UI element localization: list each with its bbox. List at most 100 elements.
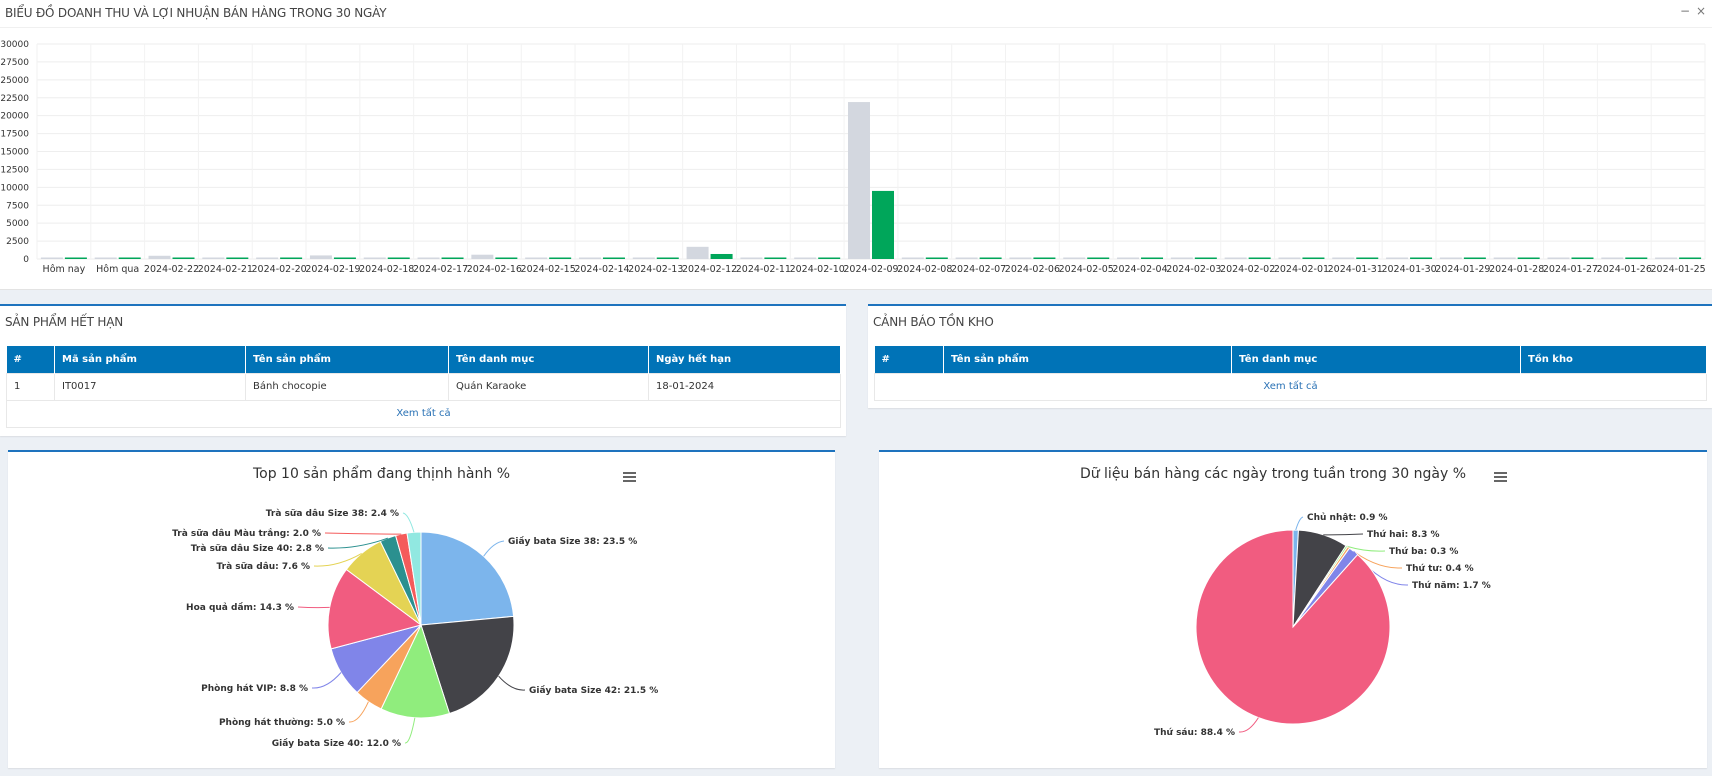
y-tick-label: 2500	[6, 237, 29, 247]
table-footer-row: Xem tất cả	[874, 372, 1707, 401]
bar	[1547, 257, 1570, 259]
pie-connector	[1238, 717, 1259, 733]
x-tick-label: 2024-02-22	[144, 264, 199, 275]
bar	[417, 257, 440, 259]
pie-slice	[1195, 529, 1391, 725]
view-all-stock-link[interactable]: Xem tất cả	[1263, 381, 1318, 392]
bar	[1224, 257, 1247, 259]
bar	[1170, 257, 1193, 259]
y-tick-label: 22500	[0, 94, 29, 104]
bar	[226, 257, 249, 259]
pie-connector	[498, 675, 526, 691]
pie-label: Phòng hát VIP: 8.8 %	[201, 683, 308, 694]
bar	[740, 257, 763, 259]
pie-label: Trà sữa dâu Màu trắng: 2.0 %	[172, 528, 321, 539]
x-tick-label: 2024-02-03	[1166, 264, 1221, 275]
x-tick-label: 2024-01-31	[1328, 264, 1383, 275]
bar	[686, 246, 709, 259]
column-header: Mã sản phẩm	[54, 346, 246, 373]
bar	[40, 257, 63, 259]
bar	[1439, 257, 1462, 259]
expired-products-box: SẢN PHẨM HẾT HẠN # Mã sản phẩm Tên sản p…	[0, 304, 846, 436]
bar	[1141, 257, 1164, 259]
pie-label: Trà sữa dâu: 7.6 %	[216, 562, 310, 572]
x-tick-label: 2024-02-07	[951, 264, 1006, 275]
bar	[1655, 257, 1678, 259]
chart-menu-icon[interactable]	[1494, 472, 1507, 483]
bar	[471, 254, 494, 259]
pie-label: Giầy bata Size 42: 21.5 %	[529, 685, 658, 696]
pie-slice	[327, 568, 423, 650]
x-tick-label: 2024-01-28	[1489, 264, 1544, 275]
table-header-row: # Tên sản phẩm Tên danh mục Tồn kho	[874, 346, 1707, 373]
bar	[1194, 257, 1217, 259]
view-all-expired-link[interactable]: Xem tất cả	[396, 408, 451, 419]
pie-connector	[324, 532, 402, 535]
x-tick-label: 2024-02-01	[1274, 264, 1329, 275]
bar	[256, 257, 279, 259]
pie-connector	[483, 540, 505, 557]
pie-label: Thứ tư: 0.4 %	[1406, 564, 1474, 574]
bar	[363, 257, 386, 259]
pie-connector	[297, 606, 330, 609]
column-header: Tồn kho	[1520, 346, 1707, 373]
close-button[interactable]: ×	[1695, 4, 1706, 18]
stock-warning-table: # Tên sản phẩm Tên danh mục Tồn kho Xem …	[874, 346, 1707, 401]
top-products-pie-box: Top 10 sản phẩm đang thịnh hành % Giầy b…	[8, 450, 835, 768]
bar	[1087, 257, 1110, 259]
x-tick-label: 2024-02-02	[1220, 264, 1275, 275]
bar	[1332, 257, 1355, 259]
footer-cell: Xem tất cả	[6, 399, 841, 428]
bar	[1356, 257, 1379, 259]
column-header: #	[6, 346, 55, 373]
x-tick-label: 2024-02-05	[1059, 264, 1114, 275]
pie-label: Giầy bata Size 38: 23.5 %	[508, 536, 637, 547]
chart-menu-icon[interactable]	[623, 472, 636, 483]
bar	[872, 190, 894, 259]
stock-warning-title: CẢNH BÁO TỒN KHO	[873, 315, 994, 329]
pie-slice	[420, 531, 515, 626]
column-header: Tên danh mục	[448, 346, 649, 373]
bar	[1410, 257, 1433, 259]
y-tick-label: 30000	[0, 40, 29, 50]
minimize-button[interactable]: −	[1679, 4, 1690, 18]
pie-connector	[402, 512, 415, 533]
y-tick-label: 10000	[0, 183, 29, 193]
pie-label: Thứ hai: 8.3 %	[1367, 530, 1439, 540]
y-tick-label: 7500	[6, 201, 29, 211]
bar	[1625, 257, 1648, 259]
bar	[1493, 257, 1516, 259]
bar	[64, 257, 87, 259]
pie-connector	[313, 552, 362, 567]
table-cell: 1	[6, 372, 55, 401]
x-tick-label: 2024-02-11	[736, 264, 791, 275]
x-tick-label: 2024-01-26	[1597, 264, 1652, 275]
pie-connector	[1323, 533, 1364, 536]
column-header: Tên sản phẩm	[943, 346, 1232, 373]
panel-header: BIỂU ĐỒ DOANH THU VÀ LỢI NHUẬN BÁN HÀNG …	[0, 0, 1712, 28]
footer-cell: Xem tất cả	[874, 372, 1707, 401]
bar	[495, 257, 518, 259]
pie-label: Thứ ba: 0.3 %	[1389, 547, 1458, 557]
x-tick-label: 2024-02-14	[574, 264, 629, 275]
pie-label: Thứ sáu: 88.4 %	[1154, 728, 1235, 738]
bar	[309, 255, 332, 259]
table-header-row: # Mã sản phẩm Tên sản phẩm Tên danh mục …	[6, 346, 841, 373]
bar	[148, 255, 171, 259]
x-tick-label: 2024-02-10	[790, 264, 845, 275]
x-tick-label: 2024-02-18	[359, 264, 414, 275]
table-cell: Bánh chocopie	[245, 372, 449, 401]
bar	[1517, 257, 1540, 259]
pie-label: Trà sữa dâu Size 38: 2.4 %	[266, 509, 399, 519]
x-tick-label: 2024-02-12	[682, 264, 737, 275]
bar	[172, 257, 195, 259]
bar	[925, 257, 948, 259]
x-tick-label: 2024-02-20	[252, 264, 307, 275]
table-footer-row: Xem tất cả	[6, 399, 841, 428]
x-tick-label: 2024-02-06	[1005, 264, 1060, 275]
pie-connector	[348, 701, 369, 723]
x-tick-label: 2024-02-17	[413, 264, 468, 275]
y-tick-label: 12500	[0, 165, 29, 175]
bar	[441, 257, 464, 259]
bar	[955, 257, 978, 259]
